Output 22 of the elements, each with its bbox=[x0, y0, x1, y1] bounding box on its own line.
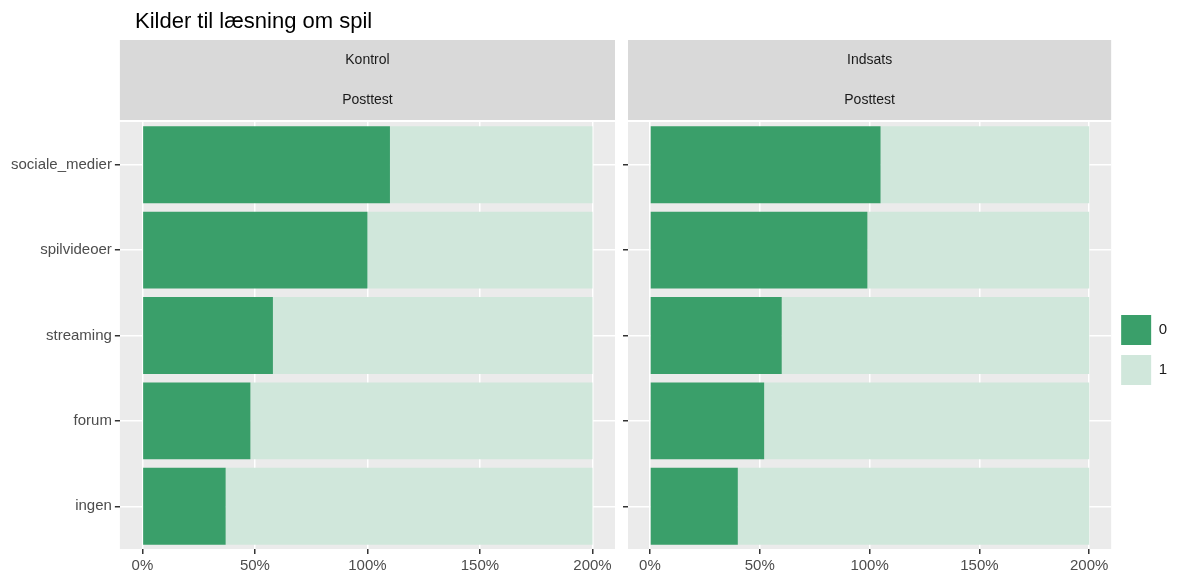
y-tick-label: sociale_medier bbox=[10, 154, 112, 172]
text: Indsats bbox=[847, 50, 893, 67]
y-tick-label: spilvideoer bbox=[40, 240, 112, 258]
x-tick-label: 100% bbox=[850, 556, 889, 574]
x-tick-label: 50% bbox=[744, 556, 775, 574]
x-tick-label: 200% bbox=[573, 556, 612, 574]
x-tick-label: 0% bbox=[131, 556, 154, 574]
chart-title: Kilder til læsning om spil bbox=[134, 8, 374, 35]
text: Posttest bbox=[342, 90, 393, 107]
x-tick-label: 0% bbox=[639, 556, 661, 574]
y-tick-label: streaming bbox=[46, 325, 112, 343]
text: Posttest bbox=[844, 90, 895, 107]
x-tick-label: 150% bbox=[960, 556, 999, 574]
x-tick-label: 100% bbox=[348, 556, 387, 574]
text: Kontrol bbox=[345, 50, 390, 67]
legend-label: 1 bbox=[1158, 360, 1167, 378]
y-tick-label: ingen bbox=[75, 496, 112, 514]
x-tick-label: 50% bbox=[239, 556, 270, 574]
x-tick-label: 200% bbox=[1070, 556, 1109, 574]
y-tick-label: forum bbox=[73, 411, 112, 429]
x-tick-label: 150% bbox=[460, 556, 500, 574]
legend-label: 0 bbox=[1158, 320, 1167, 338]
